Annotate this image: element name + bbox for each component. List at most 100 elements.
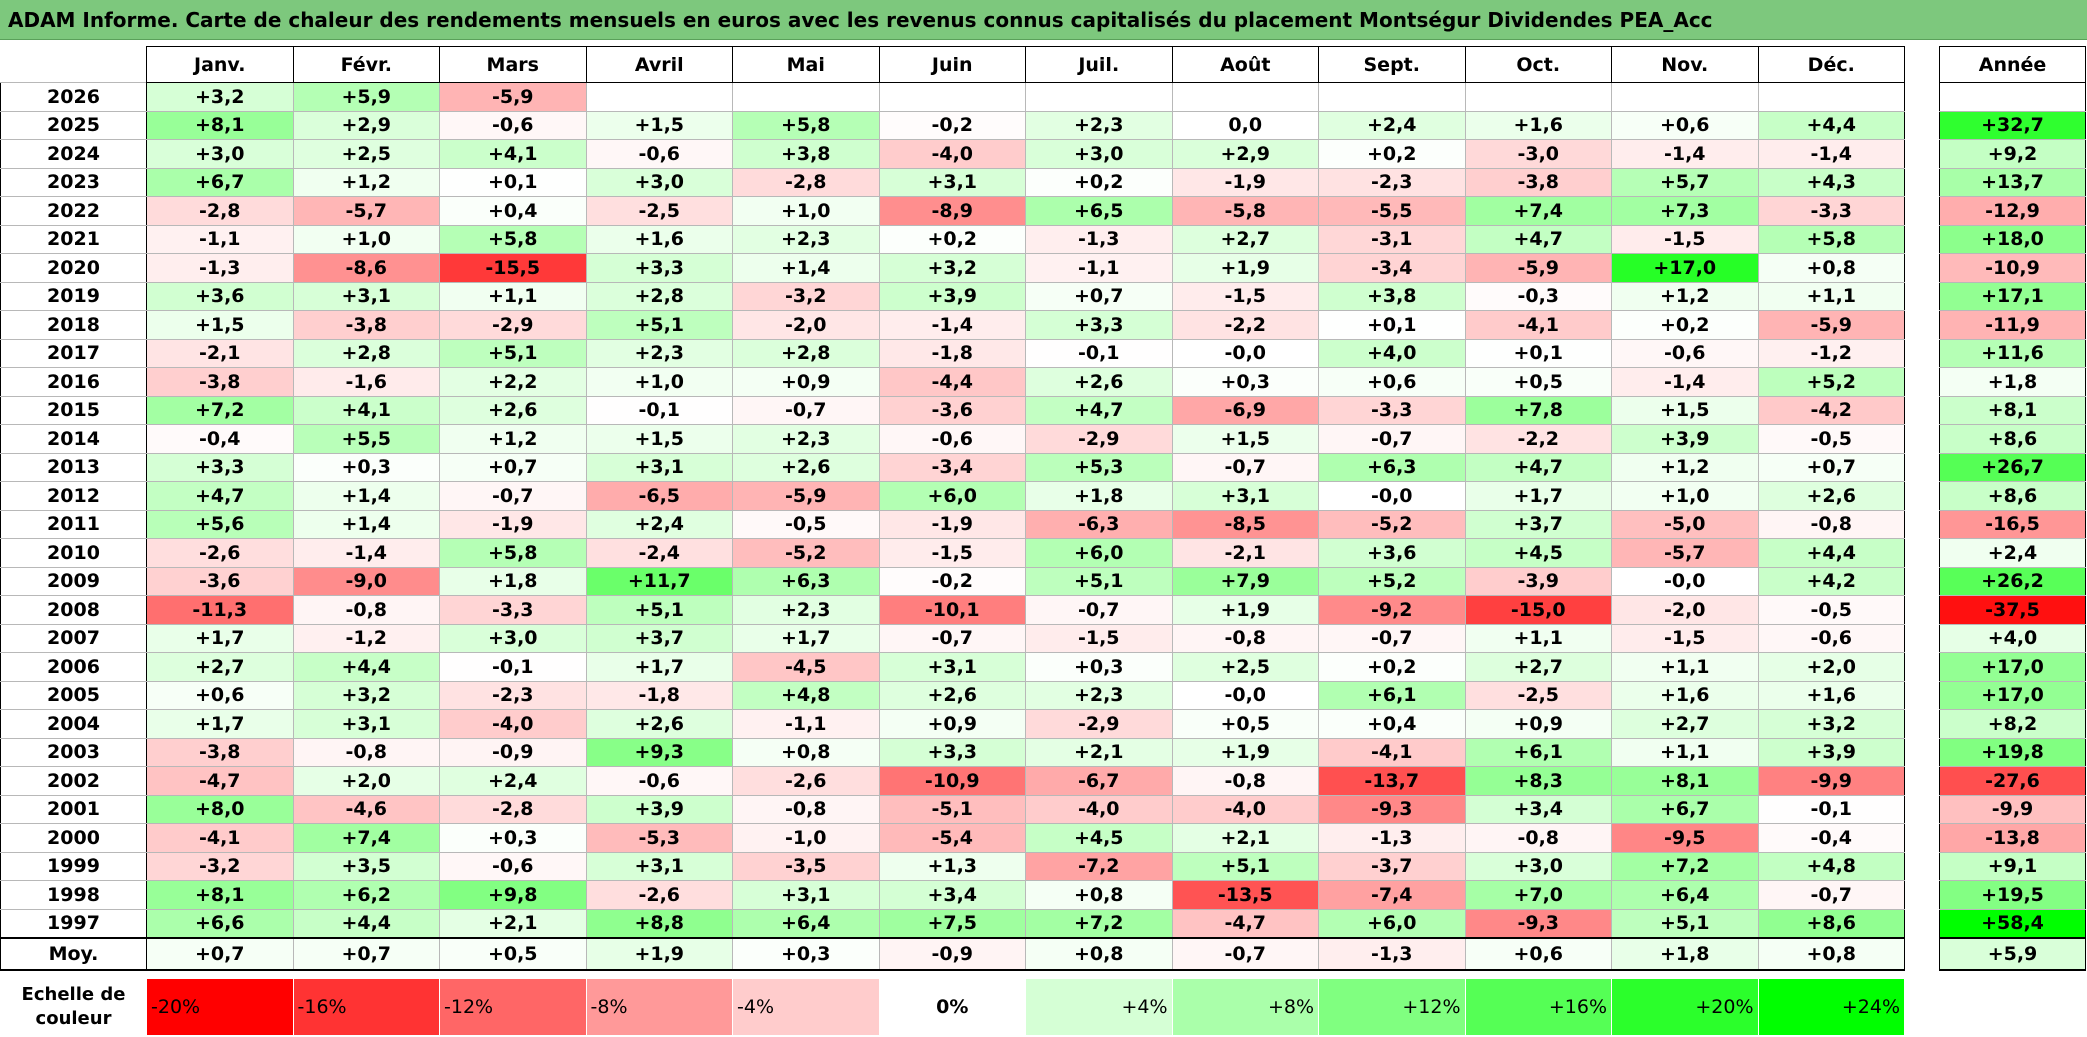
heatmap-cell: +7,9 xyxy=(1171,566,1319,596)
heatmap-cell: +1,1 xyxy=(439,281,587,311)
annual-cell: +17,0 xyxy=(1939,652,2086,682)
year-row: 2023 +6,7 +1,2 +0,1 +3,0 -2,8 +3,1 +0,2 -1,9 -2,3… xyxy=(0,167,1905,197)
annual-cell: -37,5 xyxy=(1939,595,2086,625)
heatmap-cell: +1,3 xyxy=(878,851,1026,881)
heatmap-cell: +4,4 xyxy=(292,908,440,939)
month-header: Avril xyxy=(585,46,733,83)
year-label: 2018 xyxy=(0,310,147,340)
heatmap-cell: +3,0 xyxy=(146,139,294,169)
heatmap-cell: +1,8 xyxy=(1025,481,1173,511)
heatmap-cell: +9,3 xyxy=(585,737,733,767)
year-row: 2007 +1,7 -1,2 +3,0 +3,7 +1,7 -0,7 -1,5 -0,8 -0,7… xyxy=(0,623,1905,653)
annual-row: +17,0 xyxy=(1939,680,2086,710)
heatmap-cell: -3,7 xyxy=(1318,851,1466,881)
heatmap-cell: +1,7 xyxy=(732,623,880,653)
heatmap-cell: +0,7 xyxy=(1757,452,1905,482)
heatmap-cell: -3,3 xyxy=(1757,196,1905,226)
heatmap-cell: +7,8 xyxy=(1464,395,1612,425)
heatmap-cell: +3,8 xyxy=(732,139,880,169)
annual-cell: +8,2 xyxy=(1939,709,2086,739)
heatmap-cell: +0,6 xyxy=(146,680,294,710)
annual-row: +26,2 xyxy=(1939,566,2086,596)
heatmap-cell: +3,2 xyxy=(1757,709,1905,739)
heatmap-cell: +2,0 xyxy=(292,766,440,796)
heatmap-cell: +8,0 xyxy=(146,794,294,824)
heatmap-cell: -1,5 xyxy=(1611,623,1759,653)
annual-row: +2,4 xyxy=(1939,538,2086,568)
heatmap-cell: +3,9 xyxy=(878,281,1026,311)
annual-cell: +8,6 xyxy=(1939,424,2086,454)
heatmap-cell: -5,4 xyxy=(878,823,1026,853)
annual-cell: +26,2 xyxy=(1939,566,2086,596)
heatmap-cell: -0,7 xyxy=(1025,595,1173,625)
heatmap-cell: -2,5 xyxy=(585,196,733,226)
heatmap-cell: +4,7 xyxy=(146,481,294,511)
heatmap-cell: -4,1 xyxy=(146,823,294,853)
heatmap-cell: +1,1 xyxy=(1464,623,1612,653)
heatmap-cell: +6,2 xyxy=(292,880,440,910)
annual-cell: +19,5 xyxy=(1939,880,2086,910)
year-row: 1997 +6,6 +4,4 +2,1 +8,8 +6,4 +7,5 +7,2 -4,7 +6,0… xyxy=(0,908,1905,939)
heatmap-cell: +1,4 xyxy=(732,253,880,283)
heatmap-cell: +0,6 xyxy=(1318,367,1466,397)
year-label: 2013 xyxy=(0,452,147,482)
heatmap-cell: -13,5 xyxy=(1171,880,1319,910)
heatmap-cell: +3,7 xyxy=(585,623,733,653)
heatmap-cell: +4,4 xyxy=(1757,538,1905,568)
heatmap-cell: -8,9 xyxy=(878,196,1026,226)
year-row: 2006 +2,7 +4,4 -0,1 +1,7 -4,5 +3,1 +0,3 +2,5 +0,2… xyxy=(0,652,1905,682)
annual-row: +8,1 xyxy=(1939,395,2086,425)
year-row: 2021 -1,1 +1,0 +5,8 +1,6 +2,3 +0,2 -1,3 +2,7 -3,1… xyxy=(0,224,1905,254)
scale-swatch: -4% xyxy=(732,978,880,1036)
average-cell: +0,7 xyxy=(146,937,294,971)
heatmap-cell: +3,0 xyxy=(439,623,587,653)
heatmap-cell: -1,2 xyxy=(292,623,440,653)
heatmap-cell: +0,5 xyxy=(1464,367,1612,397)
heatmap-cell: -0,7 xyxy=(1757,880,1905,910)
heatmap-cell: +7,4 xyxy=(292,823,440,853)
heatmap-cell: +8,1 xyxy=(146,110,294,140)
heatmap-cell: +6,4 xyxy=(1611,880,1759,910)
heatmap-cell: -4,0 xyxy=(1025,794,1173,824)
heatmap-cell: -0,0 xyxy=(1611,566,1759,596)
heatmap-cell: +2,7 xyxy=(1171,224,1319,254)
heatmap-cell: +6,0 xyxy=(878,481,1026,511)
heatmap-cell: -13,7 xyxy=(1318,766,1466,796)
heatmap-cell: +5,2 xyxy=(1757,367,1905,397)
heatmap-cell: +2,2 xyxy=(439,367,587,397)
year-row: 2011 +5,6 +1,4 -1,9 +2,4 -0,5 -1,9 -6,3 -8,5 -5,2… xyxy=(0,509,1905,539)
heatmap-cell: -4,0 xyxy=(439,709,587,739)
year-label: 2025 xyxy=(0,110,147,140)
heatmap-cell: -0,6 xyxy=(439,110,587,140)
annual-cell: +19,8 xyxy=(1939,737,2086,767)
heatmap-cell: +1,9 xyxy=(1171,737,1319,767)
heatmap-cell: -4,4 xyxy=(878,367,1026,397)
heatmap-cell: -0,2 xyxy=(878,110,1026,140)
heatmap-cell: -2,1 xyxy=(146,338,294,368)
month-header: Mars xyxy=(439,46,587,83)
average-label: Moy. xyxy=(0,937,147,971)
heatmap-cell: -2,9 xyxy=(1025,709,1173,739)
monthly-returns-heatmap: Janv. Févr. Mars Avril Mai Juin Juil. Août Sept.… xyxy=(0,46,1905,971)
scale-swatch: +12% xyxy=(1318,978,1466,1036)
page-title: ADAM Informe. Carte de chaleur des rende… xyxy=(0,0,2087,40)
heatmap-cell: +1,5 xyxy=(1171,424,1319,454)
month-header: Juin xyxy=(878,46,1026,83)
heatmap-cell: +2,7 xyxy=(146,652,294,682)
heatmap-cell: +2,4 xyxy=(585,509,733,539)
heatmap-cell: -0,2 xyxy=(878,566,1026,596)
heatmap-cell: +3,0 xyxy=(1464,851,1612,881)
year-label: 2014 xyxy=(0,424,147,454)
heatmap-cell: -0,8 xyxy=(292,737,440,767)
heatmap-cell: -8,5 xyxy=(1171,509,1319,539)
heatmap-cell: -2,6 xyxy=(732,766,880,796)
heatmap-cell: +1,9 xyxy=(1171,595,1319,625)
heatmap-cell: -0,8 xyxy=(1171,623,1319,653)
average-row: Moy. +0,7 +0,7 +0,5 +1,9 +0,3 -0,9 +0,8 -0,7 -1,3… xyxy=(0,937,1905,971)
heatmap-cell: +1,0 xyxy=(1611,481,1759,511)
year-label: 1998 xyxy=(0,880,147,910)
heatmap-cell: -1,0 xyxy=(732,823,880,853)
year-row: 1998 +8,1 +6,2 +9,8 -2,6 +3,1 +3,4 +0,8 -13,5 -7,… xyxy=(0,880,1905,910)
annual-row: +13,7 xyxy=(1939,167,2086,197)
scale-swatch: +24% xyxy=(1757,978,1905,1036)
